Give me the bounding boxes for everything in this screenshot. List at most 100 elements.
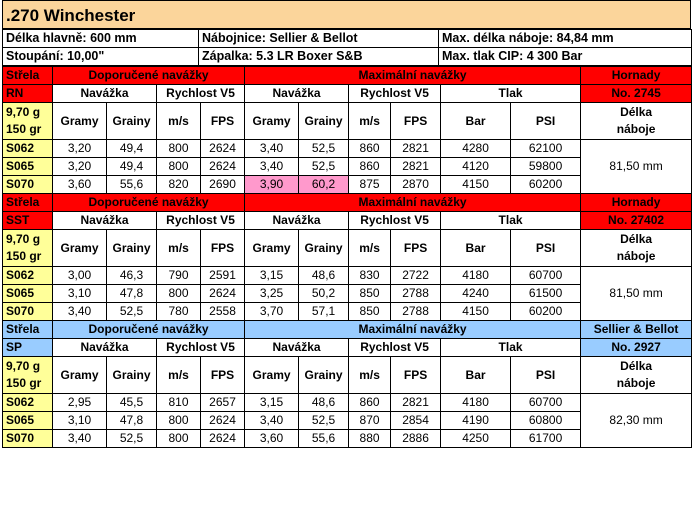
max-cartridge-length: Max. délka náboje: 84,84 mm [438, 29, 692, 48]
data-cell: 3,40 [244, 411, 300, 430]
data-cell: 55,6 [298, 429, 350, 448]
unit-psi: PSI [510, 356, 582, 394]
unit-fps: FPS [199, 356, 246, 394]
data-cell: 2821 [390, 157, 442, 176]
length-label-2: náboje [616, 376, 656, 390]
weight-grams: 9,70 g [6, 359, 41, 373]
data-cell: 59800 [510, 157, 582, 176]
data-cell: 60200 [510, 175, 582, 194]
unit-grams: Gramy [52, 229, 107, 267]
unit-bar: Bar [440, 102, 512, 140]
data-cell: 860 [348, 139, 392, 158]
bullet-label: Střela [2, 66, 53, 85]
data-cell: 4180 [440, 393, 512, 412]
max-loads-header: Maximální navážky [244, 320, 582, 339]
weight-grams: 9,70 g [6, 105, 41, 119]
unit-grains: Grainy [298, 356, 350, 394]
powder-name: S062 [2, 393, 53, 412]
table-row: S062 2,95 45,5 810 2657 3,15 48,6 860 2821 4180 60… [2, 393, 693, 448]
bullet-weight: 9,70 g 150 gr [2, 102, 53, 140]
unit-ms: m/s [156, 229, 201, 267]
data-cell: 2886 [390, 429, 442, 448]
unit-grams: Gramy [52, 102, 107, 140]
table-row: S062 3,00 46,3 790 2591 3,15 48,6 830 2722 4180 60… [2, 266, 693, 321]
data-cell: 3,00 [52, 266, 107, 285]
velocity-label: Rychlost V5 [348, 211, 442, 230]
info-table: Délka hlavně: 600 mm Nábojnice: Sellier … [2, 29, 692, 66]
data-cell: 4150 [440, 175, 512, 194]
cartridge-length-value: 81,50 mm [580, 266, 693, 321]
unit-grams: Gramy [244, 356, 300, 394]
data-cell: 2624 [199, 157, 246, 176]
data-cell: 3,10 [52, 284, 107, 303]
load-table: Střela Doporučené navážky Maximální navážk… [2, 66, 693, 448]
data-cell: 3,40 [52, 302, 107, 321]
data-cell: 850 [348, 284, 392, 303]
data-cell: 2788 [390, 284, 442, 303]
data-cell: 3,20 [52, 139, 107, 158]
unit-fps: FPS [199, 229, 246, 267]
bullet-maker: Hornady [580, 66, 693, 85]
data-cell: 3,15 [244, 393, 300, 412]
unit-psi: PSI [510, 102, 582, 140]
data-cell: 48,6 [298, 266, 350, 285]
data-cell: 52,5 [298, 139, 350, 158]
data-cell: 810 [156, 393, 201, 412]
length-label-2: náboje [616, 122, 656, 136]
powder-name: S062 [2, 266, 53, 285]
recommended-loads-header: Doporučené navážky [51, 320, 246, 339]
data-cell: 60700 [510, 266, 582, 285]
bullet-type: SP [2, 338, 53, 357]
bullet-number: No. 27402 [580, 211, 693, 230]
data-cell: 57,1 [298, 302, 350, 321]
unit-fps: FPS [199, 102, 246, 140]
weight-grains: 150 gr [6, 249, 42, 263]
unit-grams: Gramy [244, 229, 300, 267]
charge-label: Navážka [244, 84, 350, 103]
data-cell: 46,3 [106, 266, 157, 285]
bullet-label: Střela [2, 193, 53, 212]
data-cell: 2722 [390, 266, 442, 285]
powder-name: S065 [2, 411, 53, 430]
data-cell: 60700 [510, 393, 582, 412]
recommended-loads-header: Doporučené navážky [51, 66, 246, 85]
charge-label: Navážka [52, 84, 157, 103]
bullet-weight: 9,70 g 150 gr [2, 356, 53, 394]
load-data-sheet: .270 Winchester Délka hlavně: 600 mm Náb… [2, 0, 693, 448]
data-cell: 49,4 [106, 139, 157, 158]
data-cell: 2624 [199, 139, 246, 158]
data-cell: 3,10 [52, 411, 107, 430]
data-cell: 3,60 [52, 175, 107, 194]
data-cell: 2854 [390, 411, 442, 430]
data-cell: 2690 [199, 175, 246, 194]
data-cell: 820 [156, 175, 201, 194]
length-label-1: Délka [620, 105, 653, 119]
cartridge-length-label: Délka náboje [580, 356, 693, 394]
pressure-label: Tlak [440, 211, 582, 230]
data-cell: 780 [156, 302, 201, 321]
data-cell: 830 [348, 266, 392, 285]
data-cell: 47,8 [106, 284, 157, 303]
cartridge-length-value: 82,30 mm [580, 393, 693, 448]
data-cell: 52,5 [106, 302, 157, 321]
data-cell: 3,15 [244, 266, 300, 285]
unit-ms: m/s [156, 356, 201, 394]
data-cell: 4150 [440, 302, 512, 321]
barrel-length: Délka hlavně: 600 mm [2, 29, 199, 48]
pressure-label: Tlak [440, 84, 582, 103]
data-cell: 62100 [510, 139, 582, 158]
unit-grams: Gramy [244, 102, 300, 140]
data-cell: 2,95 [52, 393, 107, 412]
data-cell: 61700 [510, 429, 582, 448]
data-cell: 2870 [390, 175, 442, 194]
bullet-type: RN [2, 84, 53, 103]
data-cell: 860 [348, 393, 392, 412]
data-cell: 4120 [440, 157, 512, 176]
max-loads-header: Maximální navážky [244, 193, 582, 212]
unit-grains: Grainy [298, 102, 350, 140]
velocity-label: Rychlost V5 [348, 338, 442, 357]
data-cell: 2624 [199, 284, 246, 303]
bullet-maker: Hornady [580, 193, 693, 212]
charge-label: Navážka [52, 338, 157, 357]
data-cell: 45,5 [106, 393, 157, 412]
